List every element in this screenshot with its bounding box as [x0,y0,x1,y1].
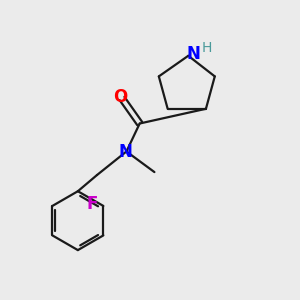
Text: N: N [187,45,200,63]
Text: F: F [86,196,98,214]
Text: H: H [201,40,212,55]
Text: N: N [119,143,133,161]
Text: O: O [113,88,128,106]
